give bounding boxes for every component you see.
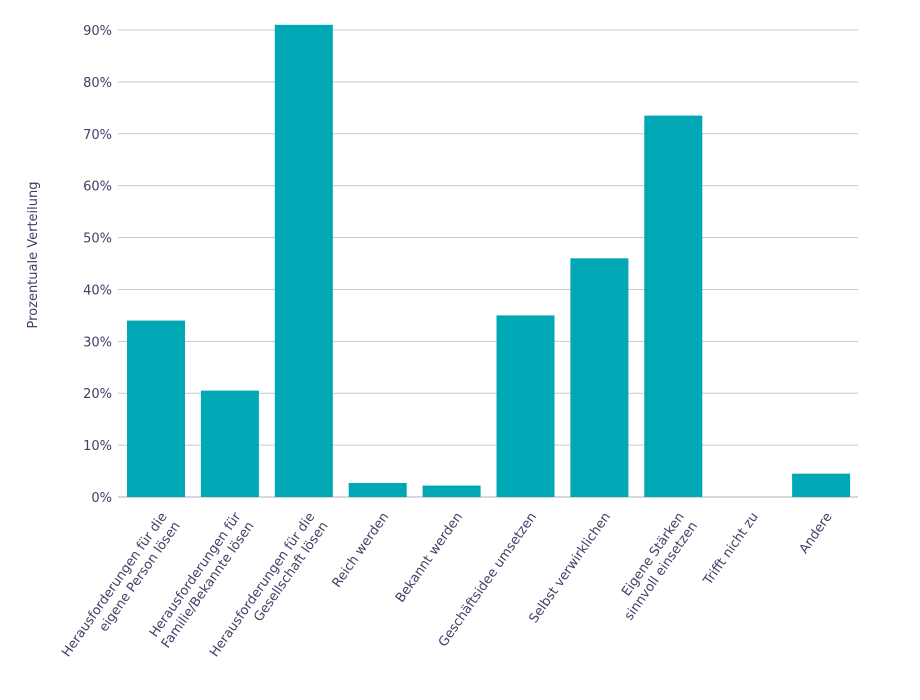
y-tick-label: 20%	[83, 387, 112, 402]
y-tick-label: 10%	[83, 439, 112, 454]
bar	[792, 473, 851, 497]
x-category-label: Eigene Stärkensinnvoll einsetzen	[609, 510, 701, 623]
x-category-label: Reich werden	[330, 510, 393, 591]
y-axis-ticks: 0% 10% 20% 30% 40% 50% 60% 70% 80% 90%	[83, 24, 112, 506]
y-tick-label: 80%	[83, 76, 112, 91]
bar	[644, 115, 703, 497]
bars	[127, 24, 851, 498]
bar	[496, 315, 555, 497]
x-category-label: Andere	[797, 510, 836, 557]
x-category-label: Selbst verwirklichen	[526, 510, 613, 626]
y-tick-label: 70%	[83, 128, 112, 143]
bar	[570, 258, 629, 497]
y-tick-label: 90%	[83, 24, 112, 39]
y-tick-label: 30%	[83, 335, 112, 350]
y-tick-label: 50%	[83, 232, 112, 247]
y-tick-label: 60%	[83, 180, 112, 195]
y-tick-label: 0%	[91, 491, 112, 506]
y-axis-title: Prozentuale Verteilung	[26, 181, 41, 328]
x-axis-labels: Herausforderungen für dieeigene Person l…	[59, 509, 836, 660]
y-tick-label: 40%	[83, 283, 112, 298]
bar	[274, 24, 333, 498]
bar	[127, 320, 185, 497]
x-category-label: Trifft nicht zu	[700, 510, 761, 589]
bar	[422, 485, 481, 497]
bar	[200, 390, 259, 497]
bar	[348, 482, 407, 497]
x-category-label: Bekannt werden	[393, 510, 466, 606]
